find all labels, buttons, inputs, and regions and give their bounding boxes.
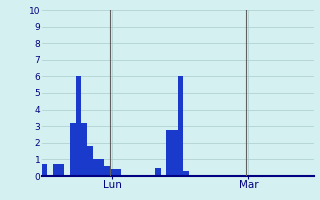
Bar [59, 164, 64, 176]
Bar [115, 169, 121, 176]
Bar [53, 164, 59, 176]
Bar [76, 76, 81, 176]
Bar [81, 123, 87, 176]
Bar [87, 146, 92, 176]
Bar [178, 76, 183, 176]
Bar [109, 169, 115, 176]
Bar [98, 159, 104, 176]
Bar [104, 166, 109, 176]
Bar [42, 164, 47, 176]
Bar [155, 168, 161, 176]
Bar [172, 130, 178, 176]
Bar [183, 171, 189, 176]
Bar [92, 159, 98, 176]
Bar [70, 123, 76, 176]
Bar [166, 130, 172, 176]
